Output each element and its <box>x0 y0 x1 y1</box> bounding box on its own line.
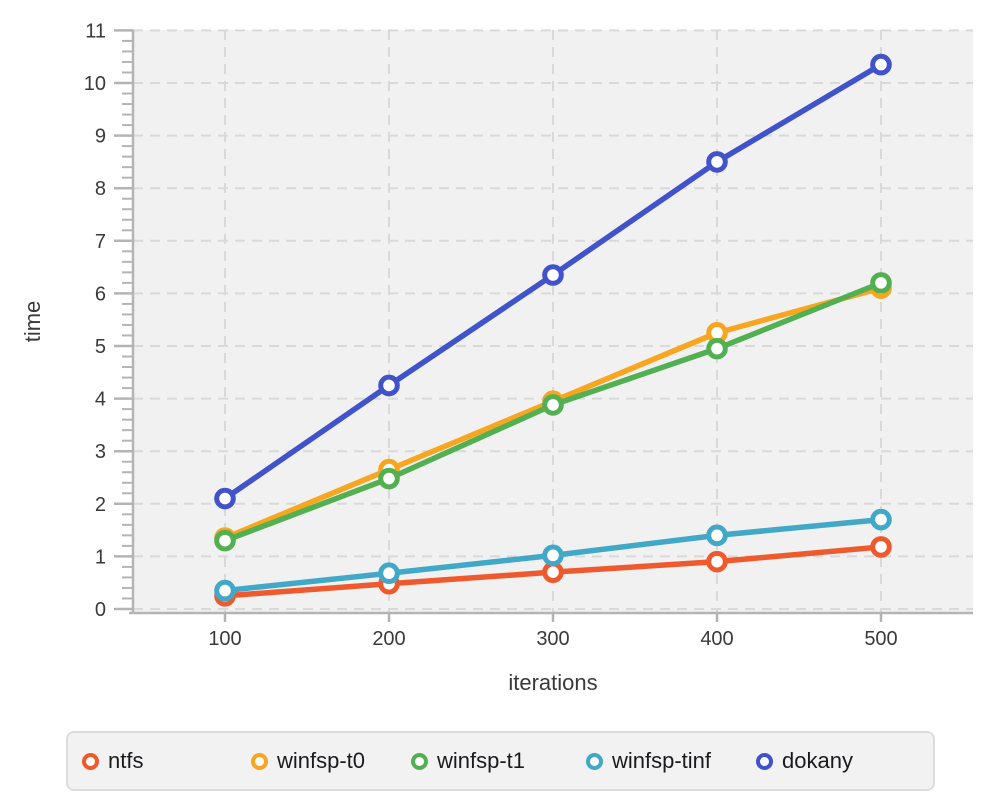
marker-dokany <box>870 53 892 76</box>
legend-label: winfsp-t0 <box>277 748 366 773</box>
y-tick-label: 4 <box>95 389 106 411</box>
marker-winfsp-t1 <box>542 394 564 416</box>
legend-marker-icon <box>411 752 428 770</box>
marker-winfsp-t1 <box>706 337 728 360</box>
x-tick-label: 100 <box>208 628 241 650</box>
y-tick-label: 2 <box>95 494 106 516</box>
y-axis-title: time <box>20 301 45 343</box>
y-tick-label: 11 <box>85 20 106 42</box>
marker-dokany <box>706 151 728 173</box>
marker-dokany <box>378 374 400 397</box>
y-tick-label: 10 <box>84 73 106 95</box>
marker-dokany <box>542 264 564 286</box>
x-tick-label: 200 <box>372 628 405 650</box>
marker-dokany <box>214 487 236 510</box>
marker-winfsp-t1 <box>378 467 400 490</box>
x-tick-label: 300 <box>536 628 569 650</box>
legend-marker-icon <box>756 752 773 770</box>
marker-winfsp-t1 <box>214 529 236 552</box>
y-tick-label: 7 <box>95 231 106 253</box>
legend-label: winfsp-t1 <box>437 748 526 773</box>
x-tick-label: 500 <box>864 628 897 650</box>
marker-winfsp-tinf <box>706 524 728 547</box>
legend: ntfs winfsp-t0 winfsp-t1 winfsp-tinf dokany <box>66 731 935 791</box>
y-tick-label: 5 <box>95 336 106 358</box>
legend-item-dokany: dokany <box>756 750 853 772</box>
legend-label: winfsp-tinf <box>612 748 712 773</box>
y-tick-label: 3 <box>95 441 106 463</box>
y-tick-label: 1 <box>95 546 106 568</box>
legend-item-winfsp-t0: winfsp-t0 <box>251 750 411 772</box>
x-tick-label: 400 <box>700 628 733 650</box>
legend-label: dokany <box>782 748 853 773</box>
legend-marker-icon <box>586 752 603 770</box>
marker-ntfs <box>706 550 728 573</box>
marker-winfsp-tinf <box>378 562 400 585</box>
marker-ntfs <box>542 561 564 583</box>
y-tick-label: 0 <box>95 599 106 621</box>
legend-marker-icon <box>251 752 268 770</box>
marker-winfsp-tinf <box>542 544 564 567</box>
marker-ntfs <box>870 536 892 558</box>
x-axis-title: iterations <box>508 670 597 695</box>
legend-marker-icon <box>82 752 99 770</box>
marker-winfsp-t1 <box>870 272 892 294</box>
legend-item-winfsp-tinf: winfsp-tinf <box>586 750 756 772</box>
marker-winfsp-tinf <box>870 508 892 531</box>
y-tick-label: 6 <box>95 283 106 305</box>
marker-winfsp-tinf <box>214 579 236 602</box>
legend-label: ntfs <box>108 748 144 773</box>
legend-item-winfsp-t1: winfsp-t1 <box>411 750 586 772</box>
legend-item-ntfs: ntfs <box>82 750 251 772</box>
y-tick-label: 9 <box>95 126 106 148</box>
y-tick-label: 8 <box>95 178 106 200</box>
